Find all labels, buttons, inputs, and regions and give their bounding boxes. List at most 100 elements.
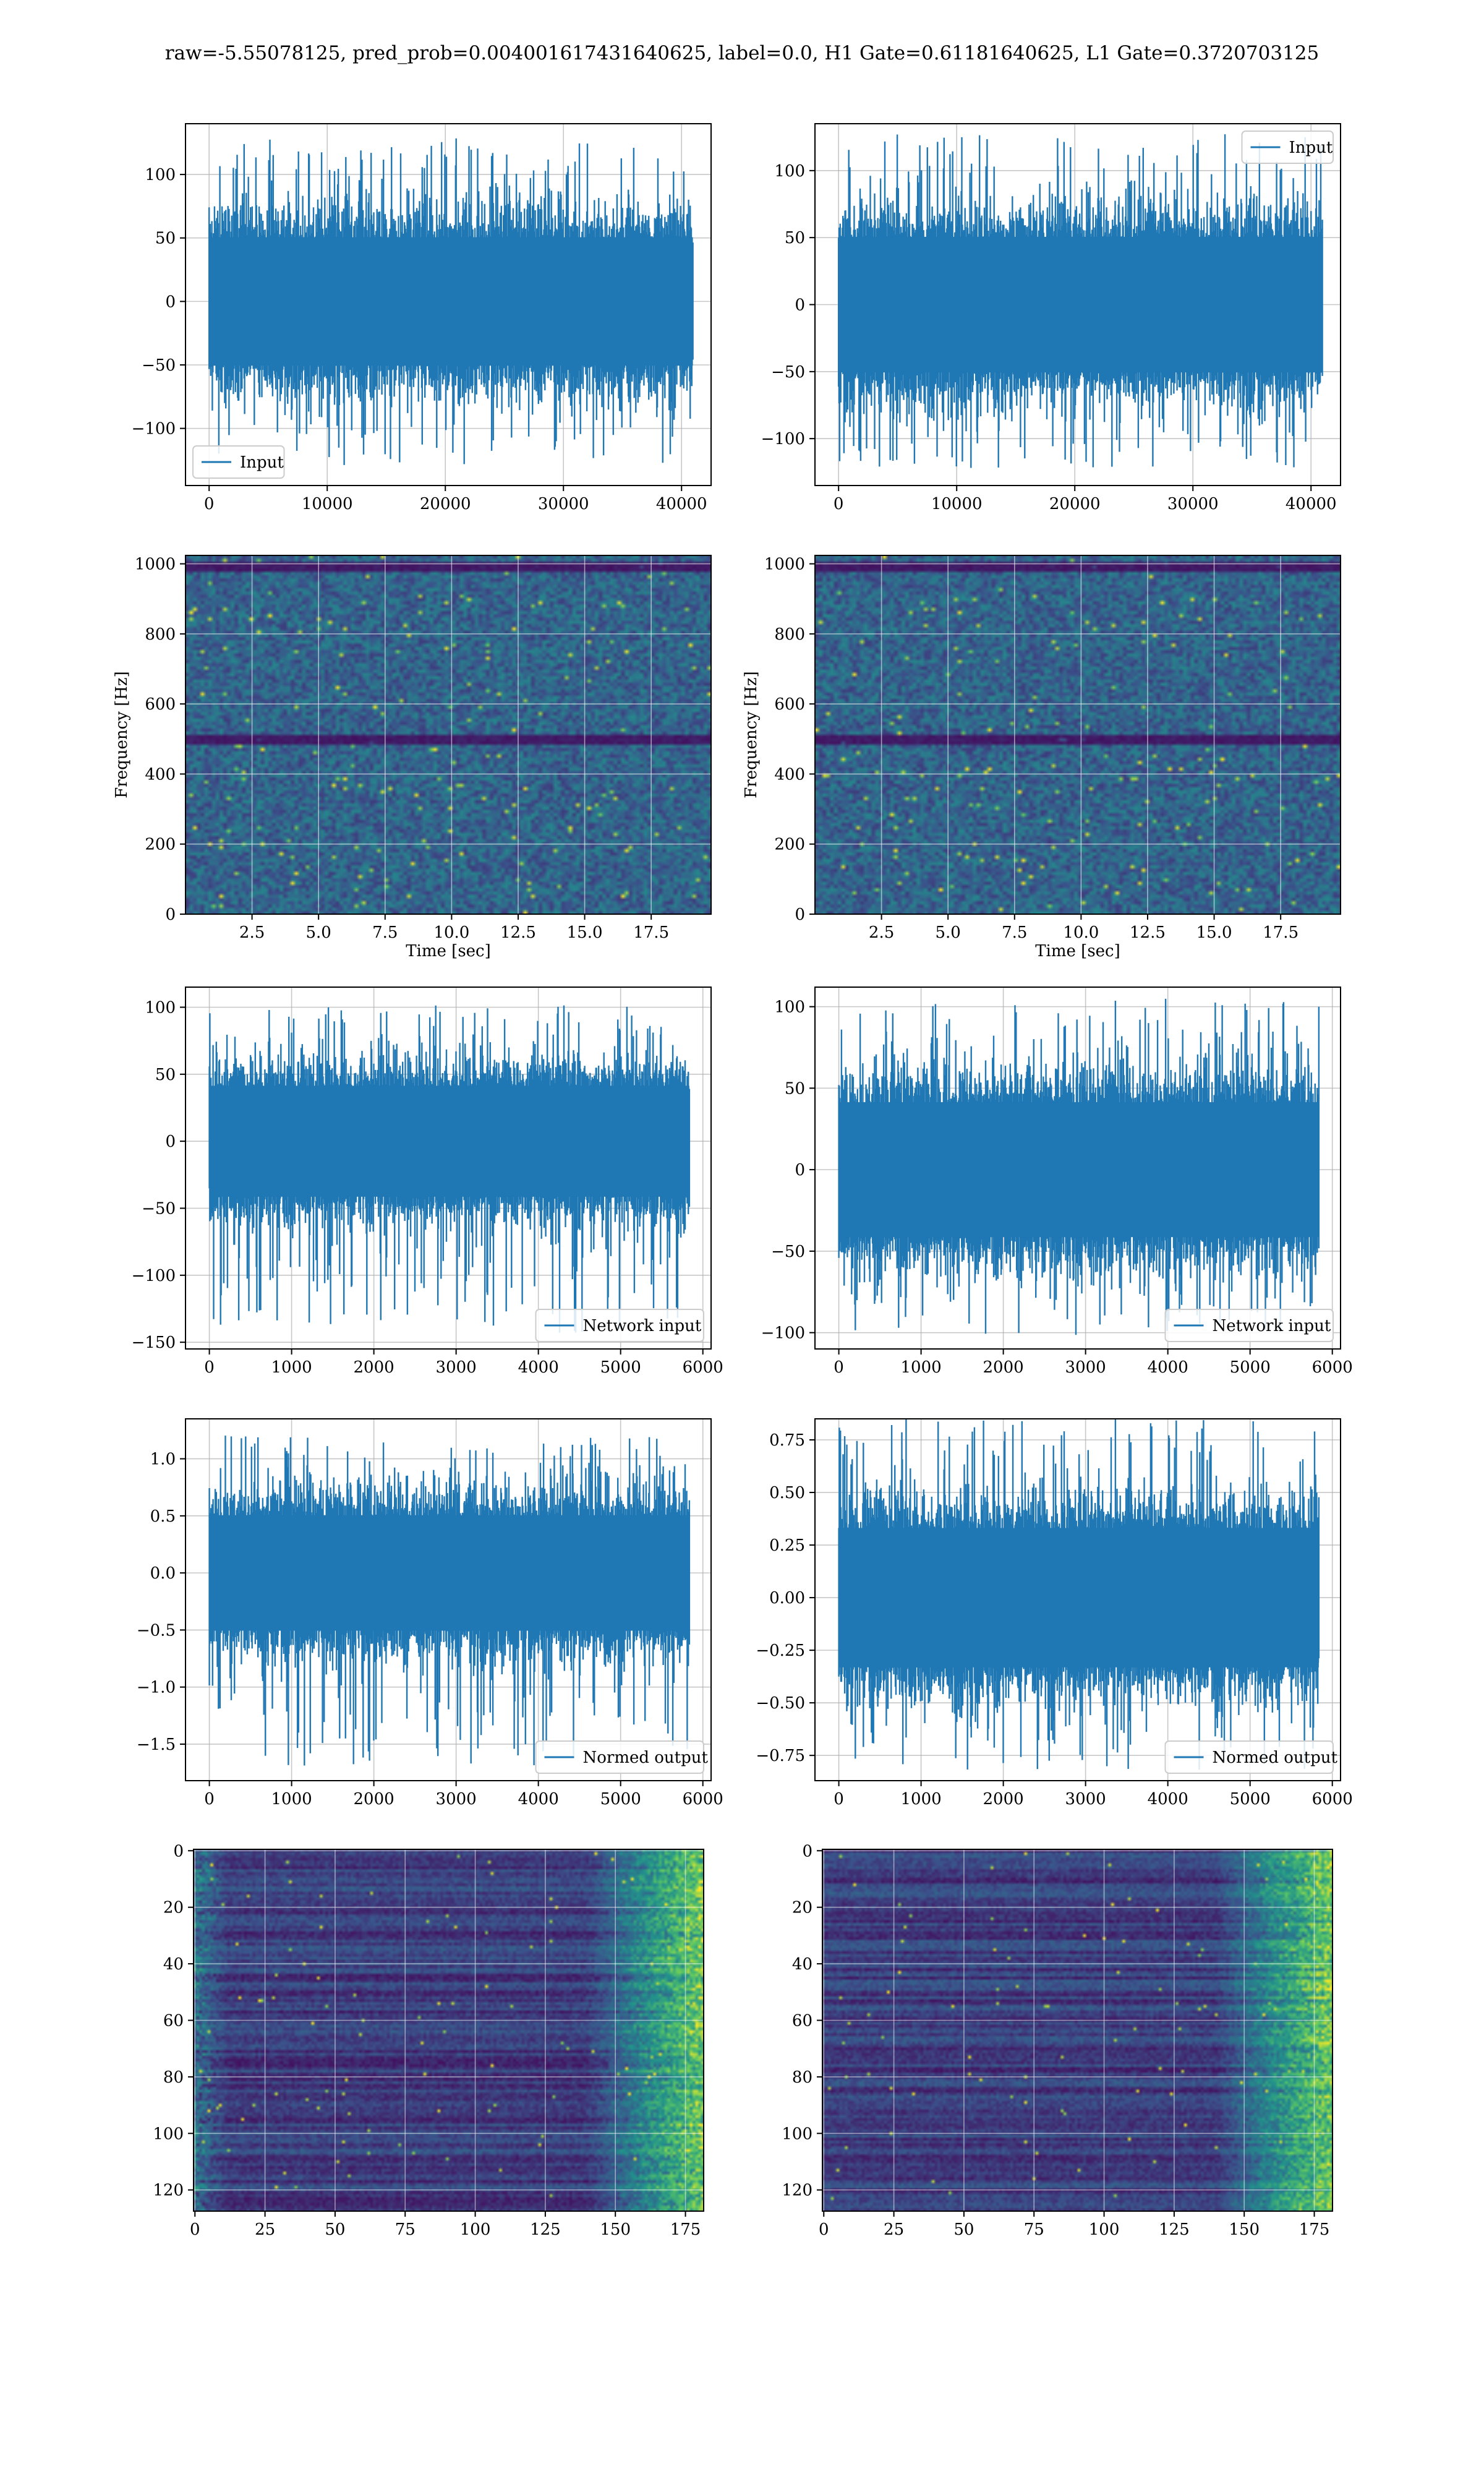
legend-label: Input xyxy=(1289,139,1333,157)
legend-box xyxy=(1164,1740,1334,1774)
y-tick-label: 20 xyxy=(792,1899,812,1917)
y-tick-label: −0.25 xyxy=(756,1641,805,1660)
x-tick-label: 10000 xyxy=(302,495,353,513)
y-tick-label: 0.25 xyxy=(769,1536,805,1555)
y-tick-label: 1.0 xyxy=(150,1450,176,1469)
chart-spectrogram_left: 2.5 5.0 7.5 10.0 12.5 15.0 17.5 0 200 400 600 800 10… xyxy=(113,555,712,961)
series-core-band xyxy=(838,1528,1319,1667)
x-tick-label: 0 xyxy=(834,1358,844,1377)
chart-activation_right: 0 25 50 75 100 125 150 175 0 20 40 60 80 100 120 xyxy=(782,1842,1333,2239)
x-tick-label: 6000 xyxy=(683,1358,723,1377)
x-axis-label: Time [sec] xyxy=(1035,942,1120,961)
x-tick-label: 50 xyxy=(325,2220,345,2239)
y-tick-label: −100 xyxy=(132,420,176,439)
x-tick-label: 0 xyxy=(834,495,844,513)
x-tick-label: 2000 xyxy=(354,1358,394,1377)
x-tick-label: 1000 xyxy=(271,1790,312,1808)
x-tick-label: 5000 xyxy=(600,1790,641,1808)
x-tick-label: 175 xyxy=(670,2220,701,2239)
x-tick-label: 30000 xyxy=(1167,495,1219,513)
chart-activation_left: 0 25 50 75 100 125 150 175 0 20 40 60 80 100 120 xyxy=(153,1842,704,2239)
series-core-band xyxy=(209,237,693,366)
y-tick-label: 40 xyxy=(792,1955,812,1974)
chart-network_input_right: 0 1000 2000 3000 4000 5000 6000 −100 −50 0 50 100 Ne… xyxy=(761,987,1353,1377)
x-tick-label: 5000 xyxy=(1230,1790,1271,1808)
x-tick-label: 6000 xyxy=(683,1790,723,1808)
y-tick-label: 0.75 xyxy=(769,1431,805,1450)
x-tick-label: 10.0 xyxy=(433,923,469,942)
x-tick-label: 15.0 xyxy=(567,923,603,942)
chart-network_input_left: 0 1000 2000 3000 4000 5000 6000 −150 −100 −50 0 50 1… xyxy=(132,987,723,1377)
legend-label: Input xyxy=(240,453,284,472)
axes-frame xyxy=(814,1418,1341,1781)
x-tick-label: 5.0 xyxy=(936,923,961,942)
y-tick-label: −100 xyxy=(761,430,805,448)
x-tick-label: 0 xyxy=(190,2220,200,2239)
legend-box xyxy=(1164,1309,1334,1342)
x-tick-label: 12.5 xyxy=(1130,923,1166,942)
x-tick-label: 125 xyxy=(530,2220,561,2239)
x-tick-label: 3000 xyxy=(1065,1358,1106,1377)
x-tick-label: 17.5 xyxy=(633,923,669,942)
axes-frame xyxy=(193,1849,704,2212)
y-tick-label: −150 xyxy=(132,1333,176,1352)
x-tick-label: 2.5 xyxy=(869,923,894,942)
y-tick-label: 200 xyxy=(774,836,805,854)
x-tick-label: 1000 xyxy=(271,1358,312,1377)
x-tick-label: 2000 xyxy=(354,1790,394,1808)
x-tick-label: 5.0 xyxy=(306,923,331,942)
y-tick-label: −100 xyxy=(761,1324,805,1343)
x-tick-label: 30000 xyxy=(538,495,589,513)
series-core-band xyxy=(209,1515,689,1631)
x-tick-label: 17.5 xyxy=(1263,923,1298,942)
x-tick-label: 20000 xyxy=(1049,495,1101,513)
y-tick-label: 50 xyxy=(785,1079,805,1098)
y-tick-label: 100 xyxy=(153,2125,184,2143)
x-tick-label: 6000 xyxy=(1312,1790,1353,1808)
legend-label: Network input xyxy=(1213,1317,1331,1335)
y-tick-label: 1000 xyxy=(135,555,176,574)
x-tick-label: 7.5 xyxy=(1002,923,1027,942)
spectrogram-image xyxy=(186,555,711,914)
x-tick-label: 25 xyxy=(884,2220,904,2239)
y-tick-label: 50 xyxy=(155,229,176,248)
x-tick-label: 1000 xyxy=(901,1790,942,1808)
x-tick-label: 7.5 xyxy=(372,923,398,942)
y-tick-label: 400 xyxy=(774,765,805,784)
y-tick-label: 800 xyxy=(145,625,176,644)
axes-frame xyxy=(814,987,1341,1350)
x-tick-label: 100 xyxy=(460,2220,491,2239)
y-tick-label: 0.0 xyxy=(150,1564,176,1583)
y-tick-label: 50 xyxy=(785,229,805,247)
series-core-band xyxy=(838,236,1323,373)
y-tick-label: −50 xyxy=(142,356,176,375)
y-tick-label: 60 xyxy=(163,2012,184,2031)
x-tick-label: 3000 xyxy=(1065,1790,1106,1808)
axes-frame xyxy=(185,987,712,1350)
y-tick-label: 40 xyxy=(163,1955,184,1974)
axes-frame xyxy=(185,1418,712,1781)
y-tick-label: 120 xyxy=(153,2181,184,2200)
chart-input_right: 0 10000 20000 30000 40000 −100 −50 0 50 100 Input xyxy=(761,123,1341,513)
x-tick-label: 50 xyxy=(953,2220,974,2239)
series-core-band xyxy=(838,1102,1319,1238)
x-tick-label: 150 xyxy=(1229,2220,1260,2239)
x-tick-label: 0 xyxy=(204,1358,215,1377)
legend-label: Normed output xyxy=(583,1748,709,1767)
x-tick-label: 1000 xyxy=(901,1358,942,1377)
y-tick-label: 100 xyxy=(774,998,805,1017)
x-tick-label: 40000 xyxy=(656,495,707,513)
axes-frame xyxy=(185,123,712,486)
y-tick-label: −0.5 xyxy=(137,1621,176,1640)
x-tick-label: 10000 xyxy=(931,495,983,513)
y-tick-label: 0 xyxy=(795,905,805,924)
legend-box xyxy=(535,1309,704,1342)
legend-label: Network input xyxy=(583,1317,702,1335)
y-tick-label: 400 xyxy=(145,765,176,784)
y-tick-label: 0 xyxy=(795,1161,805,1179)
y-tick-label: −50 xyxy=(771,1243,805,1261)
x-tick-label: 25 xyxy=(255,2220,275,2239)
x-tick-label: 40000 xyxy=(1286,495,1337,513)
x-tick-label: 0 xyxy=(819,2220,829,2239)
